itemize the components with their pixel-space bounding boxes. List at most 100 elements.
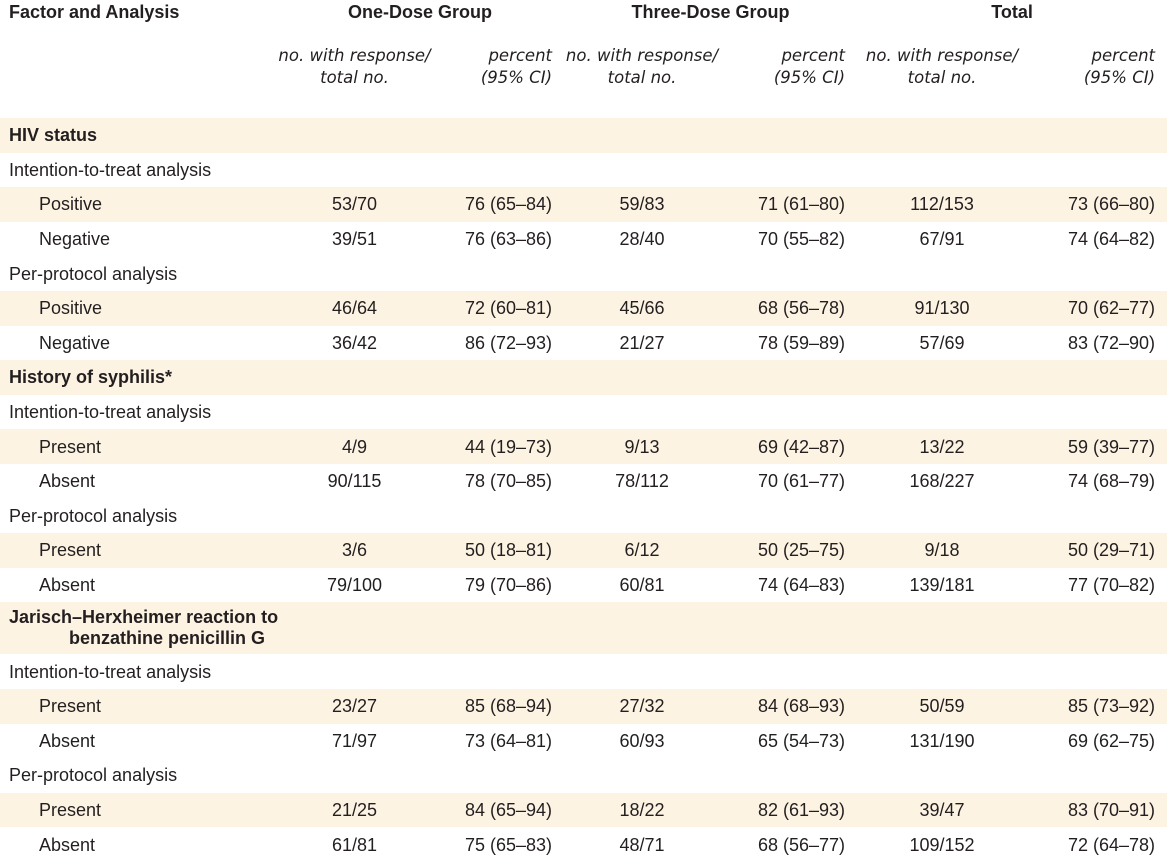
- group-header-total: Total: [991, 2, 1033, 22]
- response-count-cell: 91/130: [857, 290, 1028, 326]
- response-count-cell: 39/47: [857, 792, 1028, 828]
- response-count-cell: 67/91: [919, 229, 965, 250]
- percent-ci-cell: 50 (25–75): [720, 533, 858, 568]
- response-count-cell: 6/12: [564, 533, 721, 568]
- response-count-cell: 61/81: [331, 834, 378, 855]
- n-subheader: no. with response/total no.: [565, 46, 719, 87]
- response-count-cell: 48/71: [619, 834, 665, 855]
- response-count-cell: 79/100: [326, 575, 383, 596]
- table-row: Present 4/9 44 (19–73) 9/13 69 (42–87) 13/22 5…: [0, 429, 1167, 464]
- percent-ci-cell: 83 (72–90): [1067, 332, 1156, 353]
- level-label: Present: [0, 533, 276, 568]
- percent-ci-cell: 76 (65–84): [433, 187, 565, 222]
- percent-ci-cell: 68 (56–78): [720, 290, 858, 326]
- level-label: Present: [0, 792, 276, 828]
- analysis-label: Intention-to-treat analysis: [9, 159, 212, 180]
- table-row: Absent 71/97 73 (64–81) 60/93 65 (54–73) 131/…: [0, 724, 1167, 759]
- response-count-cell: 71/97: [331, 730, 378, 751]
- response-count-cell: 27/32: [564, 688, 721, 724]
- analysis-label: Intention-to-treat analysis: [9, 661, 212, 682]
- n-subheader: no. with response/total no.: [278, 46, 431, 87]
- table-row: Absent 79/100 79 (70–86) 60/81 74 (64–83) 139…: [0, 568, 1167, 603]
- percent-ci-cell: 65 (54–73): [757, 730, 846, 751]
- percent-ci-cell: 76 (63–86): [464, 229, 553, 250]
- response-count-cell: 23/27: [276, 688, 433, 724]
- percent-ci-cell: 82 (61–93): [720, 792, 858, 828]
- response-count-cell: 39/51: [331, 229, 378, 250]
- analysis-row: Per-protocol analysis: [0, 499, 1167, 534]
- category-row: History of syphilis*: [0, 360, 1167, 395]
- percent-ci-cell: 86 (72–93): [464, 332, 553, 353]
- percent-ci-cell: 69 (42–87): [720, 429, 858, 464]
- table-row: Present 21/25 84 (65–94) 18/22 82 (61–93) 39/…: [0, 792, 1167, 828]
- response-count-cell: 9/18: [857, 533, 1028, 568]
- table-row: Positive 46/64 72 (60–81) 45/66 68 (56–78) 91…: [0, 290, 1167, 326]
- response-count-cell: 60/93: [619, 730, 665, 751]
- analysis-label: Per-protocol analysis: [9, 505, 178, 526]
- percent-ci-cell: 83 (70–91): [1027, 792, 1167, 828]
- percent-ci-cell: 77 (70–82): [1067, 575, 1156, 596]
- group-header-one-dose: One-Dose Group: [348, 2, 493, 22]
- analysis-label: Per-protocol analysis: [9, 765, 178, 786]
- table-row: Present 23/27 85 (68–94) 27/32 84 (68–93) 50/…: [0, 688, 1167, 724]
- n-subheader: no. with response/total no.: [865, 46, 1019, 87]
- response-count-cell: 9/13: [564, 429, 721, 464]
- category-label: Jarisch–Herxheimer reaction to benzathine…: [0, 602, 1167, 655]
- subheader-row: no. with response/total no. percent (95% …: [0, 27, 1167, 118]
- percent-ci-cell: 50 (18–81): [433, 533, 565, 568]
- response-count-cell: 36/42: [331, 332, 378, 353]
- response-count-cell: 90/115: [327, 471, 382, 492]
- response-count-cell: 57/69: [919, 332, 965, 353]
- response-count-cell: 3/6: [276, 533, 433, 568]
- percent-ci-cell: 74 (64–83): [757, 575, 846, 596]
- level-label: Positive: [0, 187, 276, 222]
- percent-ci-cell: 78 (70–85): [464, 471, 553, 492]
- percent-ci-cell: 70 (55–82): [757, 229, 846, 250]
- level-label: Present: [0, 429, 276, 464]
- percent-ci-cell: 85 (68–94): [433, 688, 565, 724]
- category-row: Jarisch–Herxheimer reaction to benzathine…: [0, 602, 1167, 655]
- pct-subheader: percent (95% CI): [480, 46, 553, 87]
- percent-ci-cell: 50 (29–71): [1027, 533, 1167, 568]
- category-label: HIV status: [0, 118, 1167, 153]
- response-count-cell: 53/70: [276, 187, 433, 222]
- analysis-label: Per-protocol analysis: [9, 263, 178, 284]
- percent-ci-cell: 72 (64–78): [1067, 834, 1156, 855]
- table-row: Negative 39/51 76 (63–86) 28/40 70 (55–82) 67…: [0, 222, 1167, 257]
- level-label: Absent: [39, 834, 96, 855]
- percent-ci-cell: 74 (64–82): [1067, 229, 1156, 250]
- response-count-cell: 112/153: [857, 187, 1028, 222]
- percent-ci-cell: 68 (56–77): [757, 834, 846, 855]
- category-row: HIV status: [0, 118, 1167, 153]
- response-count-cell: 21/27: [619, 332, 665, 353]
- percent-ci-cell: 74 (68–79): [1067, 471, 1156, 492]
- response-count-cell: 139/181: [909, 575, 975, 596]
- response-count-cell: 50/59: [857, 688, 1028, 724]
- pct-subheader: percent (95% CI): [773, 46, 846, 87]
- percent-ci-cell: 85 (73–92): [1027, 688, 1167, 724]
- percent-ci-cell: 73 (66–80): [1027, 187, 1167, 222]
- percent-ci-cell: 84 (65–94): [433, 792, 565, 828]
- level-label: Present: [0, 688, 276, 724]
- percent-ci-cell: 59 (39–77): [1027, 429, 1167, 464]
- response-count-cell: 28/40: [619, 229, 665, 250]
- percent-ci-cell: 75 (65–83): [464, 834, 553, 855]
- analysis-row: Intention-to-treat analysis: [0, 654, 1167, 689]
- table-row: Present 3/6 50 (18–81) 6/12 50 (25–75) 9/18 50…: [0, 533, 1167, 568]
- level-label: Positive: [0, 290, 276, 326]
- table-row: Absent 61/81 75 (65–83) 48/71 68 (56–77) 109/…: [0, 827, 1167, 862]
- percent-ci-cell: 73 (64–81): [464, 730, 553, 751]
- level-label: Negative: [39, 229, 111, 250]
- table-row: Positive 53/70 76 (65–84) 59/83 71 (61–80) 11…: [0, 187, 1167, 222]
- percent-ci-cell: 70 (61–77): [757, 471, 846, 492]
- table-row: Absent 90/115 78 (70–85) 78/112 70 (61–77) 16…: [0, 464, 1167, 499]
- level-label: Absent: [39, 471, 96, 492]
- response-count-cell: 13/22: [857, 429, 1028, 464]
- factor-header: Factor and Analysis: [9, 2, 180, 22]
- response-count-cell: 109/152: [909, 834, 975, 855]
- response-count-cell: 46/64: [276, 290, 433, 326]
- percent-ci-cell: 69 (62–75): [1067, 730, 1156, 751]
- analysis-row: Per-protocol analysis: [0, 758, 1167, 793]
- response-count-cell: 18/22: [564, 792, 721, 828]
